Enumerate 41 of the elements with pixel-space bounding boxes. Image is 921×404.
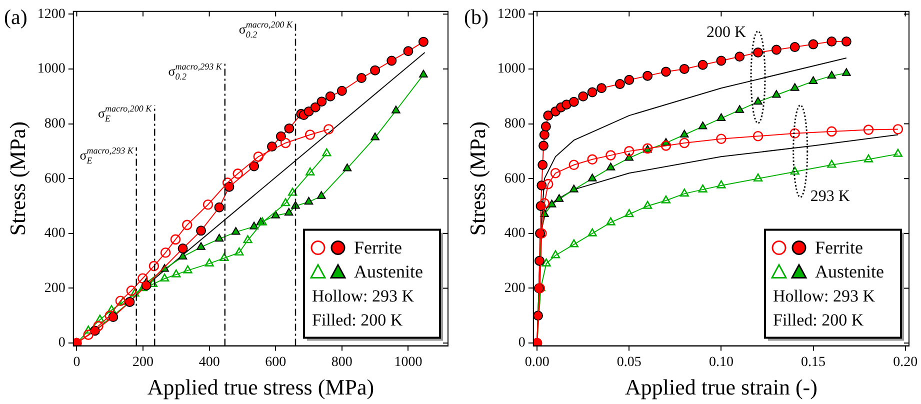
- y-tick-label: 400: [504, 226, 526, 242]
- x-tick-label: 0.00: [524, 354, 550, 370]
- y-tick-label: 800: [504, 116, 526, 132]
- y-axis-title: Stress (MPa): [464, 121, 490, 236]
- x-tick-label: 0.10: [708, 354, 734, 370]
- x-tick-label: 0.05: [616, 354, 642, 370]
- y-tick-label: 1000: [497, 62, 526, 77]
- legend-label: Austenite: [815, 262, 884, 282]
- x-tick-label: 0.15: [801, 354, 826, 370]
- x-tick-label: 1000: [394, 354, 422, 370]
- annotation: Filled: 200 K: [312, 310, 404, 330]
- annotation: Hollow: 293 K: [312, 286, 415, 306]
- x-tick-label: 800: [331, 354, 352, 370]
- chart-title: (b): [464, 5, 488, 30]
- y-tick-label: 1200: [497, 6, 526, 22]
- y-tick-label: 0: [58, 336, 66, 351]
- y-axis-title: Stress (MPa): [4, 121, 30, 236]
- y-tick-label: 600: [44, 171, 66, 186]
- y-tick-label: 1200: [37, 6, 66, 22]
- annotation: 200 K: [706, 24, 746, 42]
- x-tick-label: 200: [132, 354, 154, 370]
- x-tick-label: 0: [73, 354, 80, 370]
- legend-label: Austenite: [354, 262, 423, 282]
- x-axis-title: Applied true stress (MPa): [147, 374, 374, 400]
- legend-label: Ferrite: [354, 238, 402, 258]
- legend-label: Ferrite: [815, 238, 863, 258]
- chart-title: (a): [4, 5, 28, 30]
- x-tick-label: 0.20: [893, 354, 918, 370]
- x-tick-label: 600: [265, 354, 286, 370]
- annotation: Hollow: 293 K: [773, 286, 876, 306]
- annotation: Filled: 200 K: [773, 310, 864, 330]
- y-tick-label: 200: [44, 280, 66, 296]
- y-tick-label: 600: [504, 171, 526, 186]
- x-axis-title: Applied true strain (-): [624, 374, 818, 400]
- y-tick-label: 0: [518, 336, 526, 351]
- annotation: 293 K: [810, 188, 850, 206]
- y-tick-label: 800: [44, 116, 66, 132]
- y-tick-label: 400: [44, 226, 66, 242]
- y-tick-label: 200: [504, 280, 526, 296]
- x-tick-label: 400: [198, 354, 220, 370]
- y-tick-label: 1000: [37, 62, 66, 77]
